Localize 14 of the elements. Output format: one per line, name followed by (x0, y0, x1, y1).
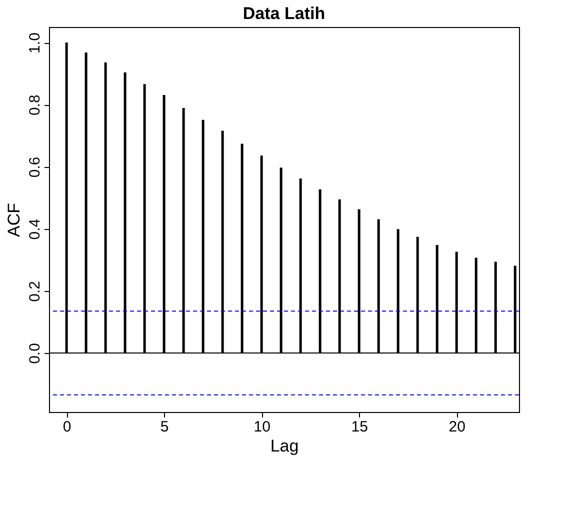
y-tick-label: 0.4 (26, 218, 44, 240)
x-axis-title: Lag (270, 436, 299, 456)
y-tick-label: 0.6 (26, 156, 44, 178)
y-axis-title: ACF (4, 203, 24, 237)
y-tick-label: 0.2 (26, 280, 44, 302)
x-tick-label: 10 (254, 418, 270, 436)
chart-title: Data Latih (242, 4, 326, 23)
y-tick-label: 1.0 (26, 32, 44, 54)
x-tick-label: 0 (62, 418, 72, 436)
x-tick-label: 20 (448, 418, 466, 436)
x-tick-label: 15 (351, 418, 368, 436)
y-tick-label: 0.8 (26, 94, 44, 116)
x-tick-label: 5 (160, 418, 169, 436)
y-tick-label: 0.0 (26, 343, 44, 364)
